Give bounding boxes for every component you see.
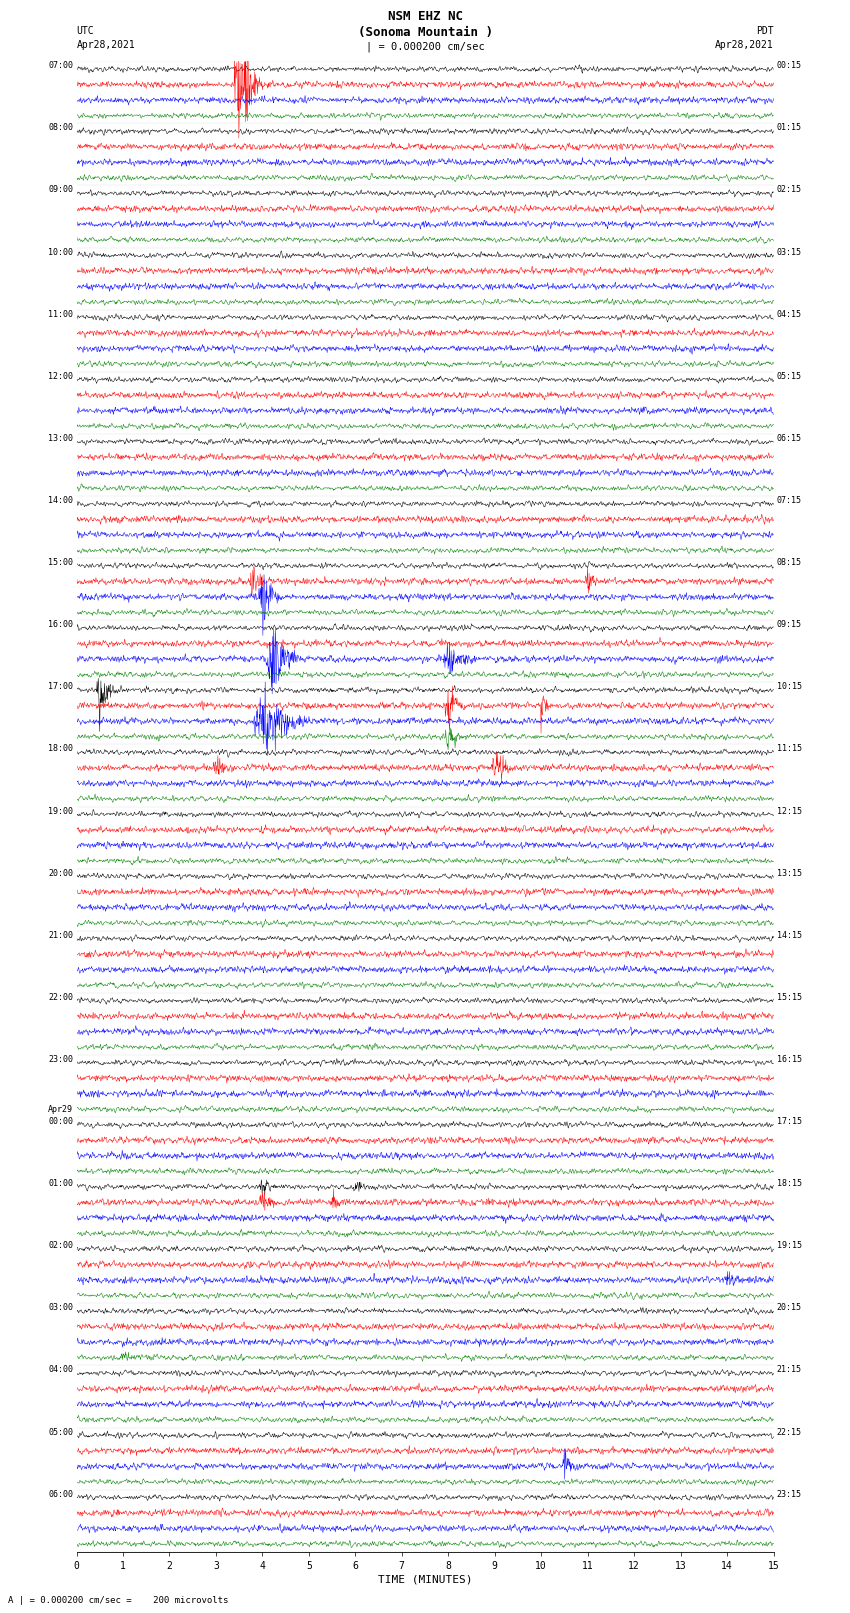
Text: 17:00: 17:00: [48, 682, 73, 692]
Text: 06:00: 06:00: [48, 1490, 73, 1498]
Text: 11:15: 11:15: [777, 745, 802, 753]
Text: 19:15: 19:15: [777, 1242, 802, 1250]
Text: 09:15: 09:15: [777, 621, 802, 629]
Text: 01:00: 01:00: [48, 1179, 73, 1189]
Text: (Sonoma Mountain ): (Sonoma Mountain ): [358, 26, 492, 39]
Text: 18:15: 18:15: [777, 1179, 802, 1189]
Text: 19:00: 19:00: [48, 806, 73, 816]
Text: Apr29: Apr29: [48, 1105, 73, 1113]
Text: 10:00: 10:00: [48, 247, 73, 256]
Text: 23:00: 23:00: [48, 1055, 73, 1065]
Text: 14:00: 14:00: [48, 497, 73, 505]
Text: 00:15: 00:15: [777, 61, 802, 71]
Text: 08:15: 08:15: [777, 558, 802, 568]
Text: 07:15: 07:15: [777, 497, 802, 505]
Text: 20:00: 20:00: [48, 868, 73, 877]
Text: PDT: PDT: [756, 26, 774, 35]
Text: 10:15: 10:15: [777, 682, 802, 692]
Text: 15:15: 15:15: [777, 992, 802, 1002]
Text: 11:00: 11:00: [48, 310, 73, 319]
Text: 05:00: 05:00: [48, 1428, 73, 1437]
Text: 07:00: 07:00: [48, 61, 73, 71]
Text: 08:00: 08:00: [48, 124, 73, 132]
Text: A | = 0.000200 cm/sec =    200 microvolts: A | = 0.000200 cm/sec = 200 microvolts: [8, 1595, 229, 1605]
Text: Apr28,2021: Apr28,2021: [715, 40, 774, 50]
Text: 09:00: 09:00: [48, 185, 73, 195]
Text: 22:00: 22:00: [48, 992, 73, 1002]
Text: 14:15: 14:15: [777, 931, 802, 940]
Text: 04:15: 04:15: [777, 310, 802, 319]
Text: 13:15: 13:15: [777, 868, 802, 877]
Text: 12:00: 12:00: [48, 373, 73, 381]
Text: 06:15: 06:15: [777, 434, 802, 444]
Text: 23:15: 23:15: [777, 1490, 802, 1498]
Text: 17:15: 17:15: [777, 1116, 802, 1126]
Text: 13:00: 13:00: [48, 434, 73, 444]
Text: UTC: UTC: [76, 26, 94, 35]
Text: 21:15: 21:15: [777, 1365, 802, 1374]
Text: 20:15: 20:15: [777, 1303, 802, 1313]
Text: 02:00: 02:00: [48, 1242, 73, 1250]
Text: 12:15: 12:15: [777, 806, 802, 816]
Text: 02:15: 02:15: [777, 185, 802, 195]
Text: 05:15: 05:15: [777, 373, 802, 381]
Text: 03:00: 03:00: [48, 1303, 73, 1313]
Text: 01:15: 01:15: [777, 124, 802, 132]
Text: 18:00: 18:00: [48, 745, 73, 753]
Text: 15:00: 15:00: [48, 558, 73, 568]
Text: 16:15: 16:15: [777, 1055, 802, 1065]
Text: NSM EHZ NC: NSM EHZ NC: [388, 10, 462, 23]
Text: 16:00: 16:00: [48, 621, 73, 629]
X-axis label: TIME (MINUTES): TIME (MINUTES): [377, 1574, 473, 1586]
Text: 03:15: 03:15: [777, 247, 802, 256]
Text: 22:15: 22:15: [777, 1428, 802, 1437]
Text: 04:00: 04:00: [48, 1365, 73, 1374]
Text: 00:00: 00:00: [48, 1116, 73, 1126]
Text: 21:00: 21:00: [48, 931, 73, 940]
Text: | = 0.000200 cm/sec: | = 0.000200 cm/sec: [366, 42, 484, 53]
Text: Apr28,2021: Apr28,2021: [76, 40, 135, 50]
